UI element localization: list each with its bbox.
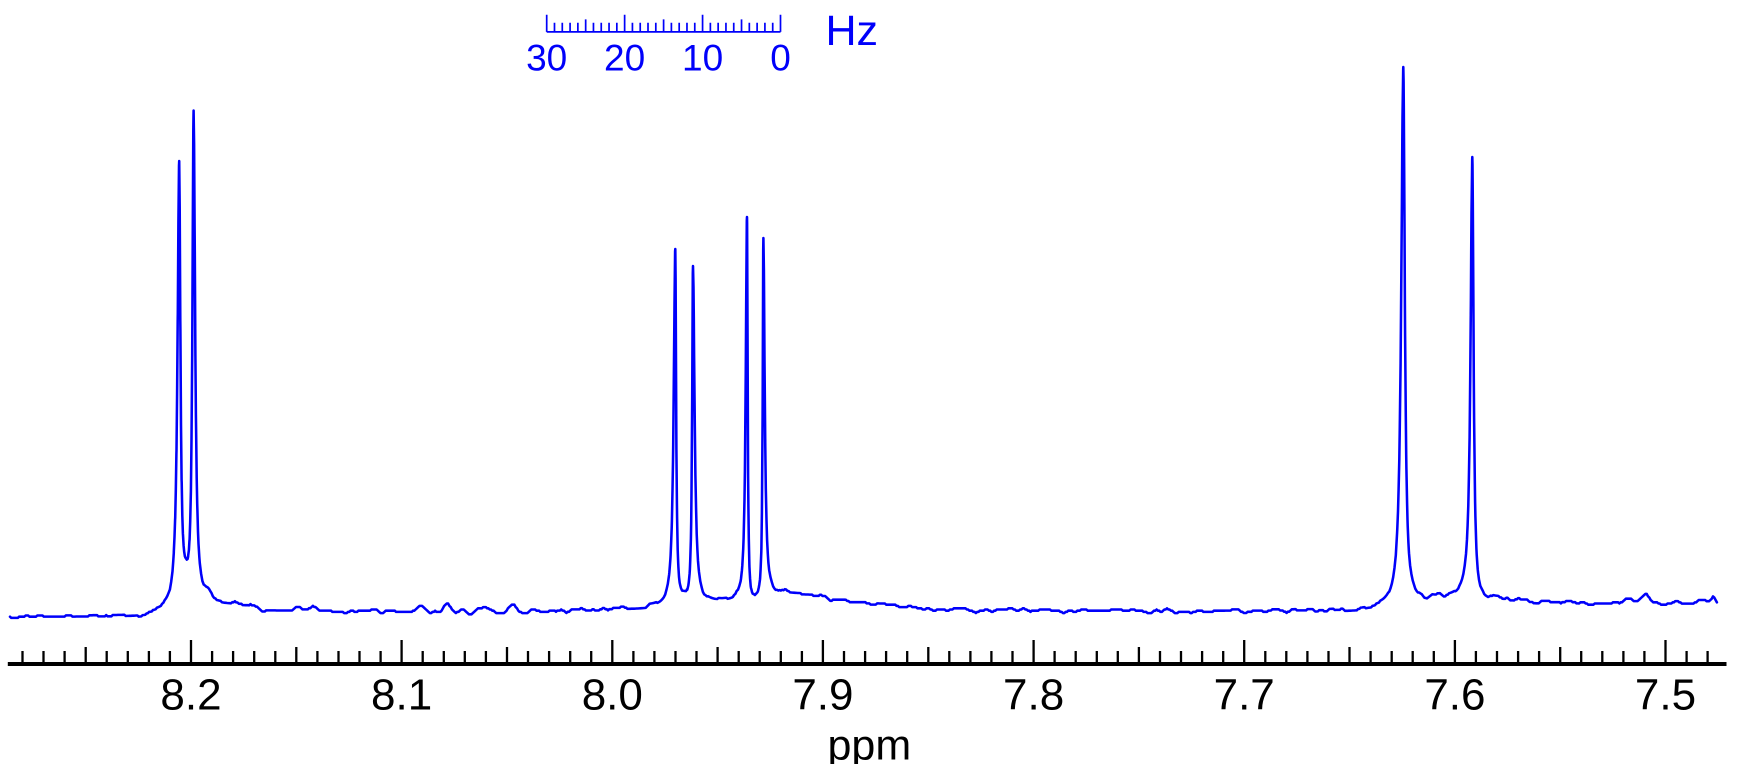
- svg-text:8.0: 8.0: [582, 671, 643, 720]
- svg-text:7.7: 7.7: [1214, 671, 1275, 720]
- svg-text:7.9: 7.9: [792, 671, 853, 720]
- svg-text:8.1: 8.1: [371, 671, 432, 720]
- svg-text:10: 10: [682, 38, 723, 79]
- svg-text:20: 20: [604, 38, 645, 79]
- svg-text:7.8: 7.8: [1003, 671, 1064, 720]
- svg-text:7.5: 7.5: [1635, 671, 1696, 720]
- svg-text:30: 30: [526, 38, 567, 79]
- svg-text:8.2: 8.2: [160, 671, 221, 720]
- svg-text:7.6: 7.6: [1424, 671, 1485, 720]
- svg-text:ppm: ppm: [828, 722, 912, 764]
- svg-text:Hz: Hz: [826, 7, 879, 55]
- svg-text:0: 0: [770, 38, 791, 79]
